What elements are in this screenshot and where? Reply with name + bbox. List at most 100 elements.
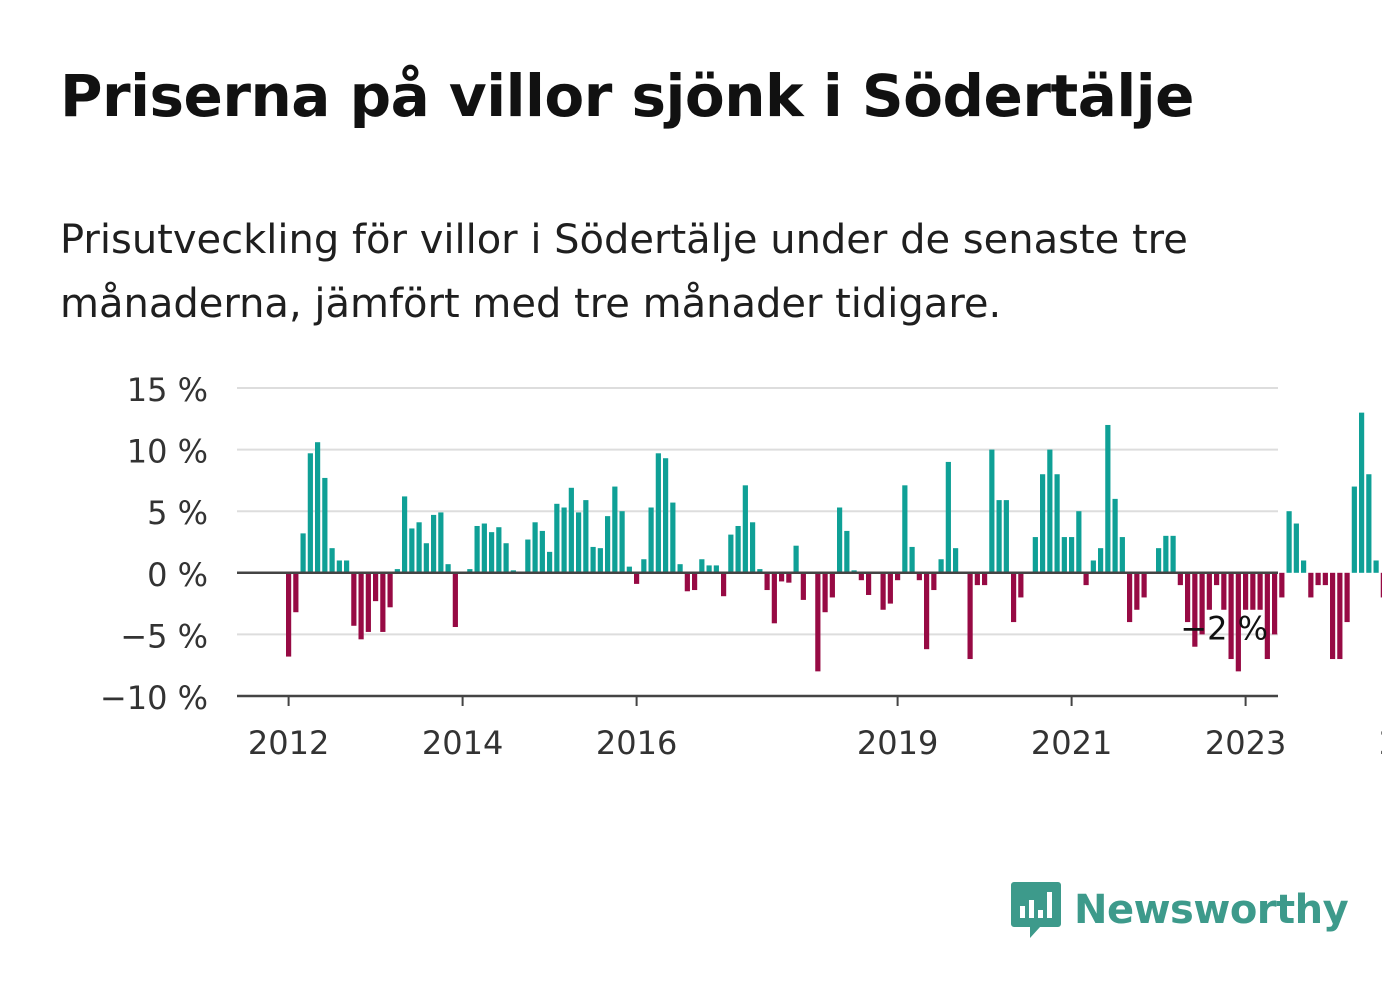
bar — [750, 522, 756, 573]
bar — [431, 514, 437, 573]
bar — [1206, 572, 1212, 610]
bar — [967, 572, 973, 660]
gridlines — [237, 387, 1278, 636]
bar — [1098, 548, 1104, 573]
bar — [771, 572, 777, 624]
bar — [1076, 511, 1082, 573]
bar — [800, 572, 806, 600]
bar — [655, 453, 661, 573]
bar — [605, 516, 611, 573]
bar — [1163, 535, 1169, 573]
bar — [1011, 572, 1017, 623]
bar — [887, 572, 893, 604]
bar — [909, 546, 915, 573]
last-value-label: −2 % — [1180, 609, 1268, 647]
bar — [1214, 572, 1220, 586]
bar — [721, 572, 727, 597]
bar — [1127, 572, 1133, 623]
bar — [358, 572, 364, 640]
bar — [1344, 572, 1350, 623]
bar — [996, 500, 1002, 573]
bar — [445, 564, 451, 573]
bar — [532, 522, 538, 573]
bar — [779, 572, 785, 582]
bar — [924, 572, 930, 650]
bar — [489, 532, 495, 573]
bar — [452, 572, 458, 628]
bar — [945, 461, 951, 573]
x-tick-label: 2023 — [1205, 724, 1286, 762]
x-tick-label: 2025 — [1379, 724, 1382, 762]
bar — [387, 572, 393, 608]
bar — [373, 572, 379, 602]
bar — [438, 512, 444, 573]
bar — [742, 485, 748, 573]
bar — [641, 559, 647, 573]
y-tick-label: −5 % — [120, 617, 208, 655]
bar — [713, 565, 719, 573]
bar — [626, 566, 632, 573]
bar — [815, 572, 821, 672]
bar — [1119, 537, 1125, 573]
bar — [1040, 474, 1046, 573]
bar — [1185, 572, 1191, 623]
bar — [1105, 424, 1111, 573]
bar — [1047, 449, 1053, 573]
bar — [1243, 572, 1249, 610]
bar — [1373, 560, 1379, 573]
y-tick-label: 10 % — [127, 433, 208, 471]
bar — [916, 572, 922, 581]
bar — [597, 548, 603, 573]
y-tick-label: 5 % — [147, 494, 208, 532]
bar — [1134, 572, 1140, 610]
bar — [1141, 572, 1147, 598]
bar — [576, 512, 582, 573]
y-tick-label: 15 % — [127, 371, 208, 409]
bar — [1264, 572, 1270, 660]
bar — [1112, 498, 1118, 573]
bar — [300, 533, 306, 573]
bar — [844, 530, 850, 573]
bar — [634, 572, 640, 584]
bar — [1257, 572, 1263, 610]
bar — [938, 559, 944, 573]
bar — [989, 449, 995, 573]
bar — [1069, 537, 1075, 573]
bar — [1272, 572, 1278, 635]
bar-chart: 15 % 10 % 5 % 0 % −5 % −10 % 2012 2014 2016 2019 2… — [100, 371, 1382, 762]
x-tick-label: 2021 — [1031, 724, 1112, 762]
chart-subtitle: Prisutveckling för villor i Södertälje u… — [60, 217, 1188, 327]
x-tick-label: 2016 — [596, 724, 677, 762]
bar — [1054, 474, 1060, 573]
bar — [1337, 572, 1343, 660]
bar — [1192, 572, 1198, 647]
bar — [1286, 511, 1292, 573]
bar — [822, 572, 828, 613]
bar — [953, 548, 959, 573]
tick-labels: 15 % 10 % 5 % 0 % −5 % −10 % 2012 2014 2016 2019 2… — [100, 371, 1382, 762]
bar — [561, 507, 567, 573]
bar — [583, 500, 589, 573]
bar — [416, 522, 422, 573]
bar — [692, 572, 698, 591]
bar — [1301, 560, 1307, 573]
bar — [1380, 572, 1382, 598]
bar — [699, 559, 705, 573]
newsworthy-logo: Newsworthy — [1010, 880, 1349, 940]
chart-title: Priserna på villor sjönk i Södertälje — [60, 62, 1194, 130]
bar — [322, 477, 328, 573]
bar — [974, 572, 980, 586]
bar — [1221, 572, 1227, 610]
bar — [1177, 572, 1183, 586]
bar — [1351, 486, 1357, 573]
bar — [1032, 537, 1038, 573]
bar — [880, 572, 886, 610]
bar — [1199, 572, 1205, 635]
bar — [315, 442, 321, 573]
bar — [336, 560, 342, 573]
newsworthy-logo-icon — [1011, 882, 1061, 938]
bar — [286, 572, 292, 657]
bar — [1315, 572, 1321, 586]
bar — [619, 511, 625, 573]
bar — [858, 572, 864, 581]
